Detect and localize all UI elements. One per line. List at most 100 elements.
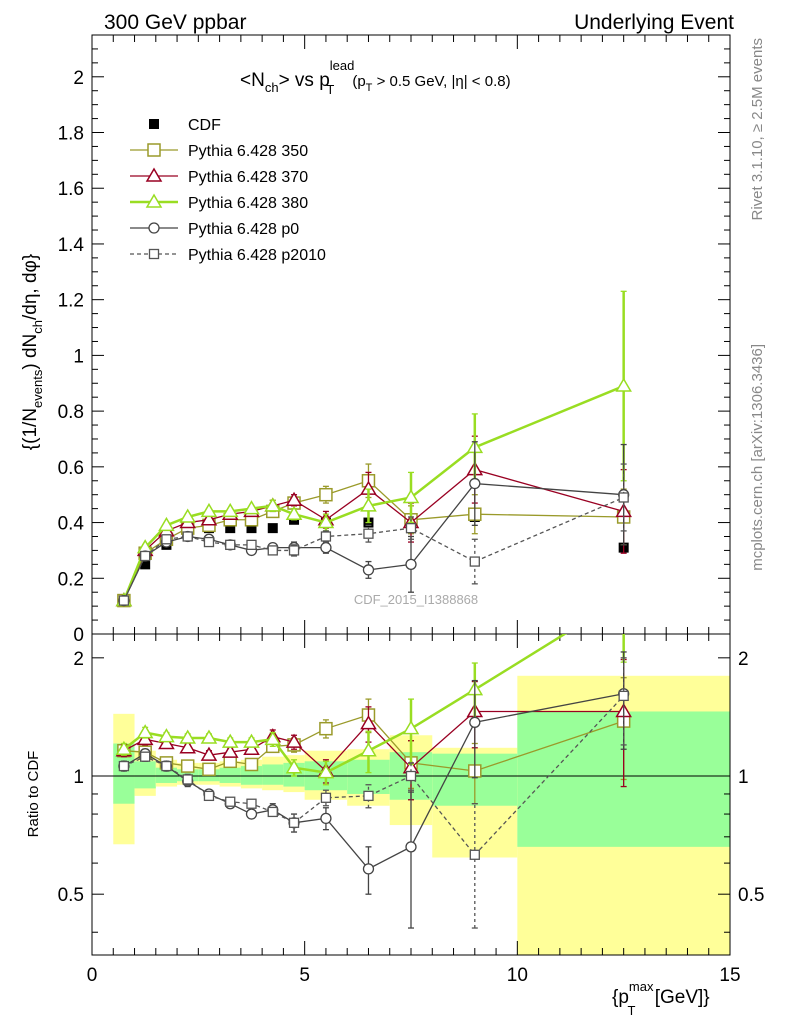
- main-data-point: [320, 541, 332, 554]
- x-tick-label: 10: [507, 965, 528, 986]
- main-data-point: [267, 545, 278, 556]
- ratio-data-point: [402, 720, 420, 735]
- legend-label: Pythia 6.428 p0: [188, 221, 299, 238]
- ratio-data-point: [179, 729, 197, 744]
- main-data-point: [182, 531, 193, 542]
- ratio-data-point: [285, 759, 303, 774]
- ratio-data-point: [202, 762, 216, 777]
- ratio-y-axis-label: Ratio to CDF: [25, 751, 42, 838]
- ratio-y-tick-label-right: 0.5: [738, 885, 764, 906]
- ratio-data-point: [617, 590, 631, 602]
- band-green-0: [113, 743, 135, 804]
- x-tick-label: 0: [87, 965, 98, 986]
- x-tick-label: 15: [719, 965, 740, 986]
- main-data-point: [243, 500, 260, 515]
- ratio-data-point: [136, 724, 154, 739]
- ratio-data-point: [285, 733, 303, 748]
- ratio-data-point: [203, 790, 215, 802]
- ratio-data-point: [200, 729, 218, 744]
- ratio-data-point: [221, 743, 239, 758]
- header-right: Underlying Event: [574, 11, 734, 34]
- ratio-data-point: [319, 721, 333, 736]
- main-data-point: [200, 511, 218, 526]
- main-data-point: [158, 516, 175, 532]
- ratio-data-point: [267, 806, 278, 818]
- ratio-data-point: [161, 760, 172, 772]
- main-data-point: [402, 488, 420, 504]
- ratio-data-point: [243, 733, 260, 748]
- side-label-top: Rivet 3.1.10, ≥ 2.5M events: [749, 38, 766, 221]
- main-y-tick-label: 1.4: [58, 235, 85, 256]
- main-data-point: [225, 523, 236, 534]
- main-data-point: [363, 528, 374, 539]
- ratio-data-point: [158, 728, 175, 743]
- main-series-1: [117, 463, 631, 608]
- axes: 0 0.2 0.4 0.6 0.8 1 1.2 1.4 1.6 1.8 2 0 5 10 15 0.5 0.5 1…: [58, 34, 764, 986]
- main-data-point: [200, 502, 218, 518]
- band-green-5: [219, 767, 241, 783]
- ratio-data-point: [618, 690, 629, 702]
- main-data-point: [285, 505, 303, 520]
- ratio-data-point: [363, 790, 374, 802]
- ratio-data-point: [469, 849, 480, 860]
- side-label-bottom: mcplots.cern.ch [arXiv:1306.3436]: [749, 344, 766, 571]
- main-data-point: [360, 497, 377, 512]
- ratio-y-tick-label-right: 1: [738, 767, 749, 788]
- legend-label: CDF: [188, 117, 221, 134]
- legend-label: Pythia 6.428 p2010: [188, 247, 326, 264]
- legend-marker: [149, 119, 159, 129]
- main-data-point: [140, 550, 151, 562]
- main-series-line: [123, 480, 624, 601]
- legend-marker: [148, 248, 160, 260]
- main-y-tick-label: 0.8: [58, 402, 84, 423]
- ratio-y-tick-label: 0.5: [58, 885, 84, 906]
- ratio-data-point: [264, 730, 282, 746]
- ratio-data-point: [115, 740, 133, 755]
- main-y-tick-label: 2: [73, 68, 84, 89]
- data-series: [115, 290, 632, 929]
- main-y-tick-label: 0: [73, 625, 84, 646]
- ratio-data-point: [200, 746, 218, 761]
- ratio-data-point: [182, 774, 193, 785]
- main-y-tick-label: 1.6: [58, 179, 84, 200]
- ratio-data-point: [360, 715, 377, 730]
- main-data-point: [140, 559, 151, 570]
- watermark: CDF_2015_I1388868: [354, 592, 478, 607]
- ratio-data-point: [158, 735, 175, 750]
- main-data-point: [615, 377, 632, 392]
- band-green-7: [262, 764, 284, 785]
- ratio-data-point: [360, 742, 377, 757]
- main-y-tick-label: 1.8: [58, 124, 84, 145]
- main-data-point: [319, 487, 333, 502]
- band-green-1: [134, 761, 156, 789]
- main-data-point: [221, 502, 239, 518]
- ratio-data-point: [362, 863, 375, 875]
- main-y-tick-label: 0.6: [58, 458, 84, 479]
- main-data-point: [288, 545, 300, 556]
- main-y-tick-label: 1: [73, 346, 84, 367]
- ratio-data-point: [317, 764, 335, 779]
- ratio-y-tick-label: 2: [73, 649, 84, 670]
- legend-label: Pythia 6.428 380: [188, 195, 308, 212]
- main-data-point: [246, 539, 257, 550]
- main-data-point: [469, 556, 480, 567]
- main-data-point: [285, 491, 303, 507]
- main-series-3: [115, 290, 632, 607]
- main-data-point: [267, 523, 278, 534]
- legend-label: Pythia 6.428 370: [188, 169, 308, 186]
- ratio-series-2: [115, 590, 631, 786]
- ratio-y-tick-label-right: 2: [738, 649, 749, 670]
- ratio-series-group: [115, 590, 632, 929]
- main-data-point: [405, 522, 417, 534]
- main-title: <Nch> vs plead T (pT > 0.5 GeV, |η| < 0.8): [240, 58, 511, 97]
- header-left: 300 GeV ppbar: [104, 11, 246, 34]
- band-green-2: [155, 767, 178, 783]
- main-data-point: [469, 477, 481, 490]
- main-y-tick-label: 0.2: [58, 569, 84, 590]
- ratio-data-point: [245, 808, 258, 820]
- ratio-data-point: [320, 792, 332, 803]
- x-tick-label: 5: [299, 965, 310, 986]
- legend: CDF Pythia 6.428 350 Pythia 6.428 370 Pythi…: [130, 117, 326, 264]
- main-series-line: [123, 482, 624, 601]
